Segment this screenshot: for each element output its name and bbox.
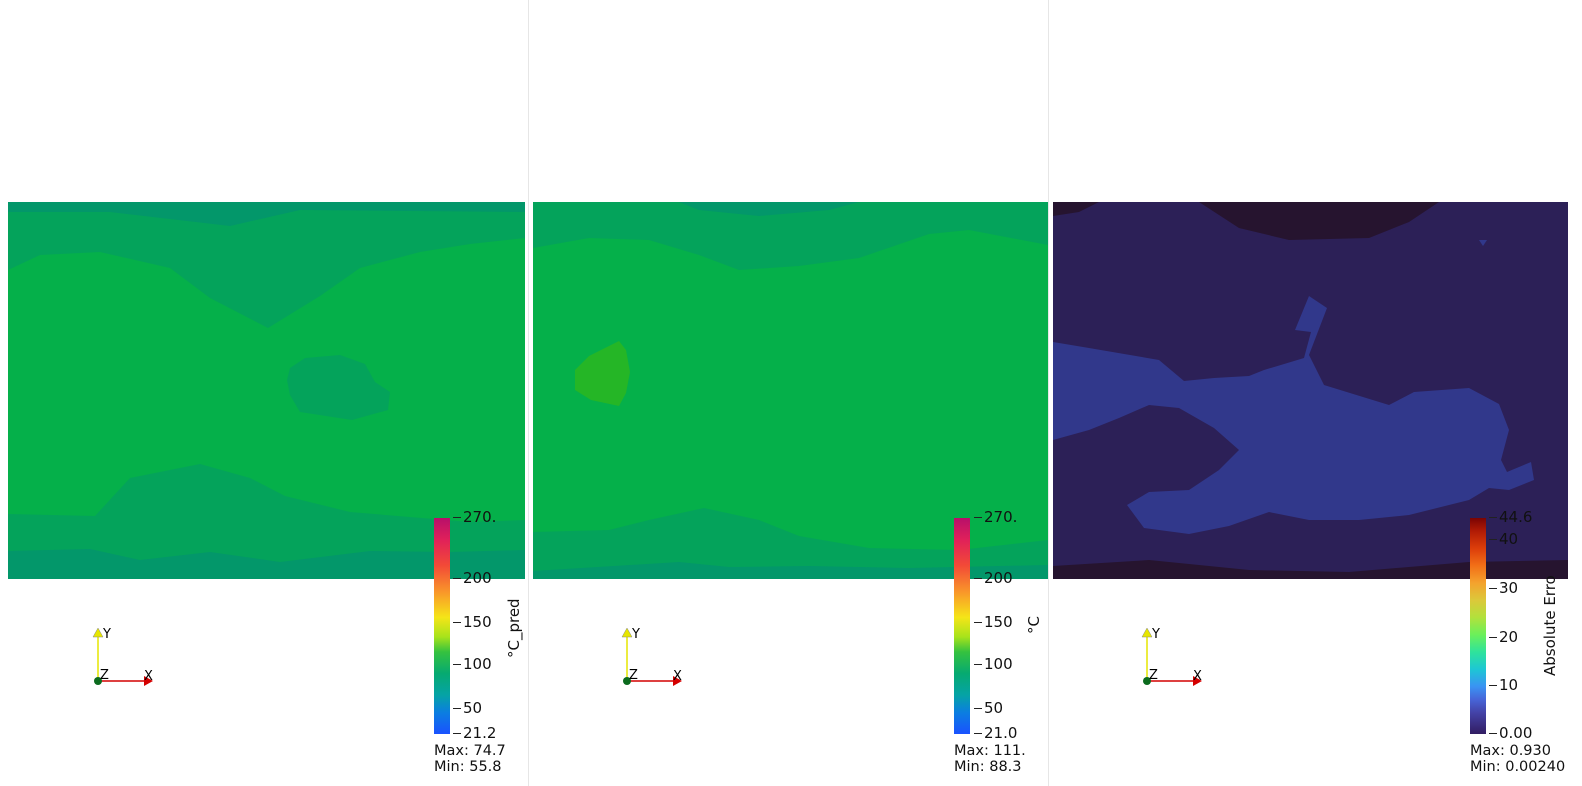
ground-truth-min-label: Min: 88.3 — [954, 759, 1022, 775]
prediction-colorbar-tick: 150 — [453, 613, 492, 631]
absolute-error-colorbar-tick: 30 — [1488, 579, 1519, 597]
absolute-error-max-label: Max: 0.930 — [1470, 743, 1551, 759]
axis-x-label: X — [673, 669, 682, 684]
ground-truth-colorbar-tick: 100 — [974, 655, 1013, 673]
ground-truth-colorbar-tick: 270. — [973, 508, 1018, 526]
absolute-error-field-plot — [1053, 202, 1568, 579]
absolute-error-colorbar-tick: 44.6 — [1488, 508, 1533, 526]
absolute-error-colorbar-tick: 10 — [1488, 676, 1519, 694]
absolute-error-colorbar-tick: 0.00 — [1488, 724, 1533, 742]
axis-x-label: X — [1193, 669, 1202, 684]
ground-truth-colorbar-tick: 200 — [974, 569, 1013, 587]
absolute-error-colorbar-title: Absolute Erro — [1541, 575, 1559, 676]
prediction-field-plot — [8, 202, 525, 579]
absolute-error-colorbar — [1470, 518, 1486, 734]
axis-z-label: Z — [1149, 668, 1158, 683]
absolute-error-colorbar-tick: 20 — [1488, 628, 1519, 646]
ground-truth-colorbar — [954, 518, 970, 734]
prediction-colorbar-tick: 200 — [453, 569, 492, 587]
prediction-colorbar — [434, 518, 450, 734]
prediction-max-label: Max: 74.7 — [434, 743, 506, 759]
prediction-min-label: Min: 55.8 — [434, 759, 502, 775]
ground-truth-max-label: Max: 111. — [954, 743, 1026, 759]
viewport-prediction[interactable]: 270. 200 150 100 50 21.2 °C_pred Max: 74… — [0, 0, 528, 786]
orientation-axes-widget: Y Z X — [92, 627, 153, 686]
ground-truth-colorbar-title: °C — [1025, 616, 1043, 634]
axis-y-label: Y — [102, 627, 111, 642]
axis-y-label: Y — [631, 627, 640, 642]
axis-x-label: X — [144, 669, 153, 684]
orientation-axes-widget: Y Z X — [621, 627, 682, 686]
viewport-divider[interactable] — [528, 0, 529, 786]
absolute-error-min-label: Min: 0.00240 — [1470, 759, 1566, 775]
absolute-error-colorbar-tick: 40 — [1488, 530, 1519, 548]
ground-truth-colorbar-tick: 150 — [974, 613, 1013, 631]
axis-z-label: Z — [629, 668, 638, 683]
viewport-divider[interactable] — [1048, 0, 1049, 786]
viewport-ground-truth[interactable]: 270. 200 150 100 50 21.0 °C Max: 111. Mi… — [529, 0, 1048, 786]
ground-truth-colorbar-tick: 50 — [973, 699, 1004, 717]
prediction-colorbar-title: °C_pred — [505, 598, 523, 658]
prediction-colorbar-tick: 21.2 — [452, 724, 497, 742]
axis-y-label: Y — [1151, 627, 1160, 642]
ground-truth-colorbar-tick: 21.0 — [973, 724, 1018, 742]
prediction-colorbar-tick: 270. — [452, 508, 497, 526]
prediction-colorbar-tick: 100 — [453, 655, 492, 673]
orientation-axes-widget: Y Z X — [1141, 627, 1202, 686]
prediction-colorbar-tick: 50 — [452, 699, 483, 717]
axis-z-label: Z — [100, 668, 109, 683]
viewport-absolute-error[interactable]: 44.6 40 30 20 10 0.00 Absolute Erro Max:… — [1049, 0, 1582, 786]
ground-truth-field-plot — [533, 202, 1048, 579]
